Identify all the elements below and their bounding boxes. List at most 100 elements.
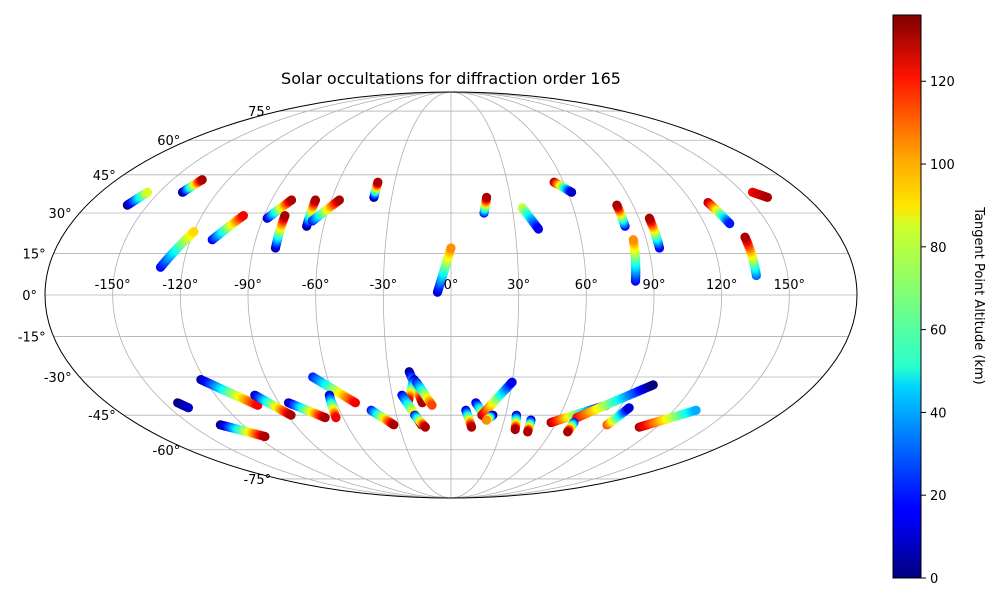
data-point [427,400,437,410]
latitude-tick-label: 75° [248,105,271,120]
colorbar-gradient [892,14,922,579]
latitude-tick-label: 0° [22,289,37,304]
data-point [466,422,477,432]
occultation-track [411,377,437,410]
data-point [507,377,517,387]
data-point [280,211,290,221]
data-point [420,422,430,432]
data-point [260,431,270,442]
data-point [238,211,248,221]
data-point [482,192,492,202]
data-point [142,187,153,197]
occultation-track [563,417,579,437]
colorbar-tick-label: 20 [930,489,947,504]
data-point [389,420,399,430]
data-point [740,232,750,242]
occultation-track [740,232,761,281]
longitude-tick-label: -120° [162,278,198,293]
occultation-track [410,410,430,432]
colorbar-label: Tangent Point Altitude (km) [971,206,986,384]
occultation-track [215,420,270,442]
colorbar-tick-label: 40 [930,406,947,421]
occultation-track [510,410,522,435]
occultation-track [369,177,383,202]
colorbar-tick-label: 100 [930,158,955,173]
occultation-track [703,197,735,229]
longitude-tick-label: -90° [234,278,262,293]
occultation-track [262,195,297,223]
occultation-track [432,243,456,297]
latitude-tick-labels: 75° 60° 45° 30° 15° 0° -15° -30° -45° -60° -75° [18,105,271,488]
longitude-tick-label: 30° [507,278,530,293]
longitude-tick-label: 0° [444,278,459,293]
occultation-track [523,415,536,437]
latitude-tick-label: -15° [18,331,46,346]
data-point [628,235,638,245]
data-point [446,243,456,253]
data-point [334,195,344,205]
data-point [567,187,577,197]
colorbar-ticks: 0 20 40 60 80 100 120 [921,75,955,587]
occultation-track [602,403,634,430]
data-point [725,219,735,229]
data-point [189,227,199,237]
data-point [331,413,341,423]
latitude-tick-label: 60° [157,134,180,149]
longitude-tick-label: 90° [642,278,665,293]
longitude-tick-label: 60° [575,278,598,293]
latitude-tick-label: -75° [243,473,271,488]
occultation-track [196,375,263,410]
data-point [624,403,634,413]
data-point [533,224,544,234]
occultation-track [572,380,658,423]
longitude-tick-label: 120° [706,278,737,293]
occultation-track [324,390,341,423]
data-point [481,415,492,425]
chart-title: Solar occultations for diffraction order… [281,69,621,88]
colorbar-tick-label: 60 [930,324,947,339]
data-point [523,427,533,437]
occultation-track [308,372,361,408]
map-boundary [44,91,858,499]
data-point [612,200,622,210]
data-point [320,413,330,423]
data-point [510,424,520,435]
occultation-track [747,187,773,202]
occultation-track [173,398,194,413]
data-point [563,427,573,437]
data-point [183,403,194,413]
occultation-track [634,405,701,432]
longitude-tick-label: -30° [369,278,397,293]
occultation-track [366,405,399,430]
colorbar-tick-label: 80 [930,241,947,256]
data-point [197,175,207,185]
data-points [122,175,773,442]
map-grid [45,91,857,499]
occultation-track [177,175,207,197]
data-point [762,192,773,202]
data-point [310,195,321,205]
occultation-track [477,377,517,420]
longitude-tick-label: -150° [95,278,131,293]
occultation-track [612,200,630,231]
occultation-track [250,390,296,420]
latitude-tick-label: 15° [23,247,46,262]
longitude-tick-label: 150° [774,278,805,293]
occultation-track [479,192,492,218]
occultation-track [549,177,577,197]
occultation-track [155,227,199,272]
data-point [286,195,297,205]
longitude-tick-label: -60° [302,278,330,293]
colorbar-tick-label: 120 [930,75,955,90]
data-point [648,380,658,390]
occultation-track [517,203,544,234]
colorbar: 0 20 40 60 80 100 120 Tangent Point Altitude (… [892,14,986,587]
data-point [373,177,383,187]
latitude-tick-label: -45° [88,409,116,424]
occultation-track [270,211,290,253]
latitude-tick-label: 45° [93,169,116,184]
occultation-track [461,405,477,432]
colorbar-tick-label: 0 [930,572,938,587]
latitude-tick-label: -60° [153,444,181,459]
